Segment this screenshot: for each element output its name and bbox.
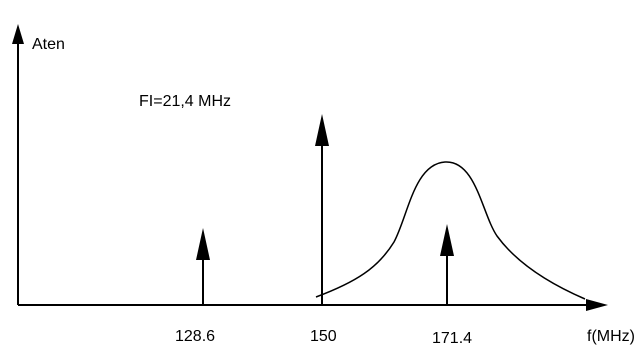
filter-response-curve: [315, 161, 586, 300]
tick-label-128-6: 128.6: [175, 328, 215, 345]
tick-label-171-4: 171.4: [432, 330, 472, 347]
if-annotation: FI=21,4 MHz: [139, 93, 231, 110]
y-axis-arrowhead: [12, 24, 24, 44]
oscillator-arrowhead: [315, 114, 329, 146]
tick-label-150: 150: [310, 328, 337, 345]
signal-frequency-arrowhead: [440, 224, 454, 256]
y-axis-label: Aten: [32, 36, 65, 53]
image-frequency-arrowhead: [196, 228, 210, 260]
x-axis-label: f(MHz): [587, 328, 635, 345]
x-axis-arrowhead: [586, 299, 608, 311]
